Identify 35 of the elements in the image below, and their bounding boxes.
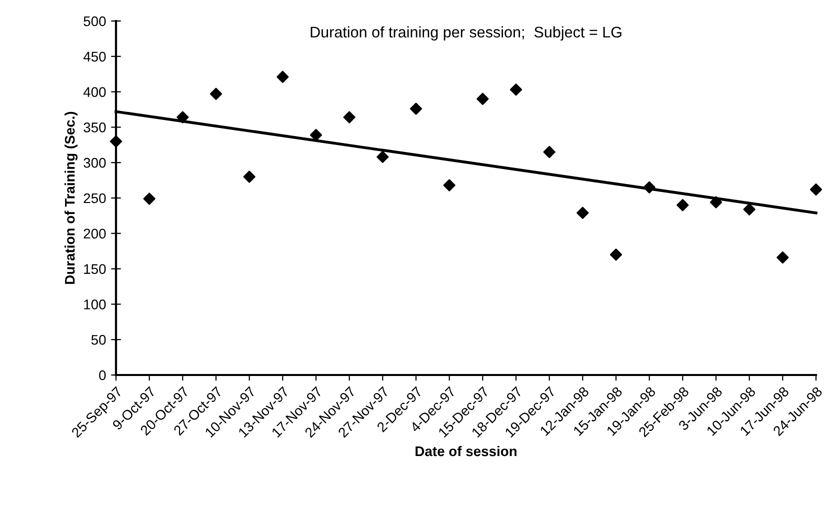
y-tick-label: 500 bbox=[84, 16, 106, 26]
chart-title: Duration of training per session; Subject = LG bbox=[310, 26, 622, 41]
point bbox=[410, 102, 422, 115]
point bbox=[343, 111, 356, 124]
y-tick-label: 300 bbox=[84, 158, 106, 168]
point bbox=[643, 181, 656, 194]
y-tick-label: 450 bbox=[83, 52, 106, 62]
point bbox=[176, 111, 189, 124]
point bbox=[243, 170, 256, 183]
y-axis-title: Duration of Training (Sec.) bbox=[64, 112, 78, 284]
point bbox=[610, 248, 622, 261]
y-tick-label: 350 bbox=[84, 122, 106, 132]
y-tick-label: 150 bbox=[84, 264, 106, 274]
point bbox=[576, 206, 589, 219]
point bbox=[543, 146, 556, 158]
point bbox=[143, 192, 156, 205]
point bbox=[443, 179, 456, 192]
y-tick-label: 200 bbox=[84, 228, 106, 239]
point bbox=[810, 183, 822, 196]
point bbox=[676, 199, 689, 212]
point bbox=[210, 88, 222, 100]
point bbox=[376, 150, 389, 164]
point bbox=[510, 84, 522, 96]
y-tick-label: 100 bbox=[84, 300, 106, 310]
y-tick-label: 250 bbox=[84, 193, 106, 204]
y-tick-label: 50 bbox=[91, 334, 106, 345]
point bbox=[776, 251, 789, 264]
y-tick-label: 400 bbox=[83, 87, 106, 97]
point bbox=[476, 92, 489, 105]
point bbox=[276, 70, 289, 84]
y-tick-label: 0 bbox=[99, 370, 106, 380]
x-axis-title: Date of session bbox=[416, 446, 516, 456]
point bbox=[743, 203, 756, 216]
point bbox=[110, 135, 122, 148]
point bbox=[710, 196, 722, 208]
